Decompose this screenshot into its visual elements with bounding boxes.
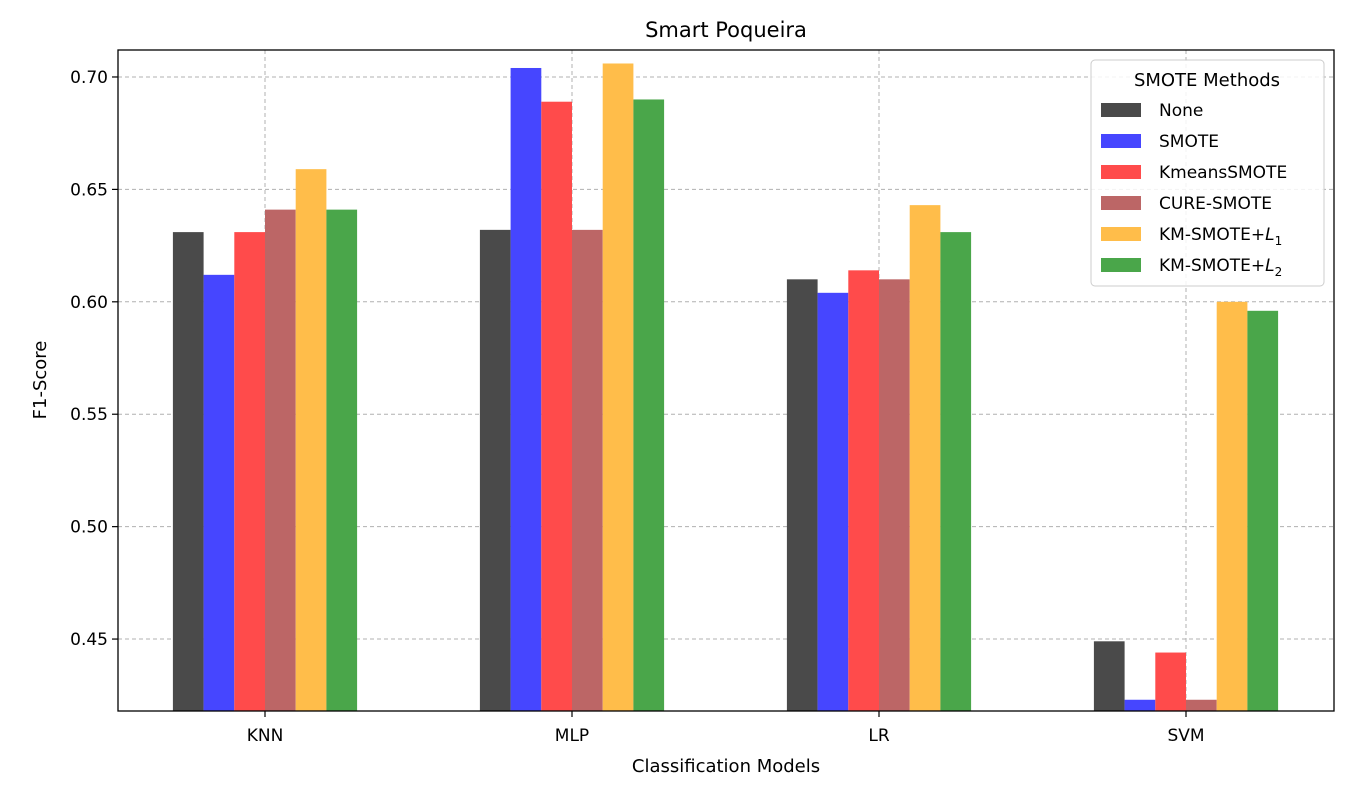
legend-swatch xyxy=(1101,196,1141,210)
legend-label: None xyxy=(1159,101,1203,121)
bar xyxy=(326,209,358,711)
y-tick-label: 0.55 xyxy=(70,405,108,425)
bar xyxy=(602,63,634,711)
x-tick-label: SVM xyxy=(1167,726,1204,746)
bar xyxy=(234,232,265,711)
bar xyxy=(848,270,879,711)
plot-frame xyxy=(117,49,1335,712)
legend-label: CURE-SMOTE xyxy=(1159,194,1272,214)
legend-label: KM-SMOTE+L2 xyxy=(1159,256,1282,279)
bar xyxy=(203,274,235,711)
bar xyxy=(572,229,603,711)
bar xyxy=(940,232,972,711)
bar xyxy=(295,169,327,712)
bar xyxy=(879,279,910,711)
y-axis-ticks: 0.45 0.50 0.55 0.60 0.65 0.70 xyxy=(70,68,118,650)
x-tick-label: MLP xyxy=(555,726,589,746)
legend-box xyxy=(1090,59,1325,287)
bar xyxy=(1093,641,1125,711)
legend: SMOTE Methods None SMOTE KmeansSMOTE CURE-S… xyxy=(1090,59,1325,287)
x-tick-label: LR xyxy=(868,726,889,746)
bar xyxy=(479,229,511,711)
bar xyxy=(1186,699,1217,711)
bars xyxy=(172,63,1279,712)
bar xyxy=(510,67,542,712)
y-tick-label: 0.60 xyxy=(70,293,108,313)
y-tick-label: 0.45 xyxy=(70,630,108,650)
y-tick-label: 0.50 xyxy=(70,518,108,538)
x-tick-label: KNN xyxy=(247,726,284,746)
y-axis-label: F1-Score xyxy=(30,341,51,420)
legend-swatch xyxy=(1101,134,1141,148)
legend-label: KmeansSMOTE xyxy=(1159,163,1287,183)
legend-label: KM-SMOTE+L1 xyxy=(1159,225,1282,248)
bar xyxy=(541,101,572,712)
legend-title: SMOTE Methods xyxy=(1134,70,1280,91)
bar xyxy=(1216,301,1248,711)
y-tick-label: 0.65 xyxy=(70,180,108,200)
x-axis-ticks: KNN MLP LR SVM xyxy=(247,711,1205,746)
bar xyxy=(172,232,204,711)
bar xyxy=(1247,310,1279,711)
x-axis-label: Classification Models xyxy=(632,756,820,777)
bar xyxy=(909,205,941,711)
bar xyxy=(633,99,665,711)
bar xyxy=(1155,652,1186,711)
bar xyxy=(817,292,849,711)
bar xyxy=(1124,699,1156,711)
legend-label: SMOTE xyxy=(1159,132,1219,152)
bar xyxy=(265,209,296,711)
bar xyxy=(786,279,818,711)
legend-swatch xyxy=(1101,103,1141,117)
chart-title: Smart Poqueira xyxy=(645,18,807,42)
y-tick-label: 0.70 xyxy=(70,68,108,88)
legend-swatch xyxy=(1101,258,1141,272)
legend-swatch xyxy=(1101,165,1141,179)
legend-swatch xyxy=(1101,227,1141,241)
